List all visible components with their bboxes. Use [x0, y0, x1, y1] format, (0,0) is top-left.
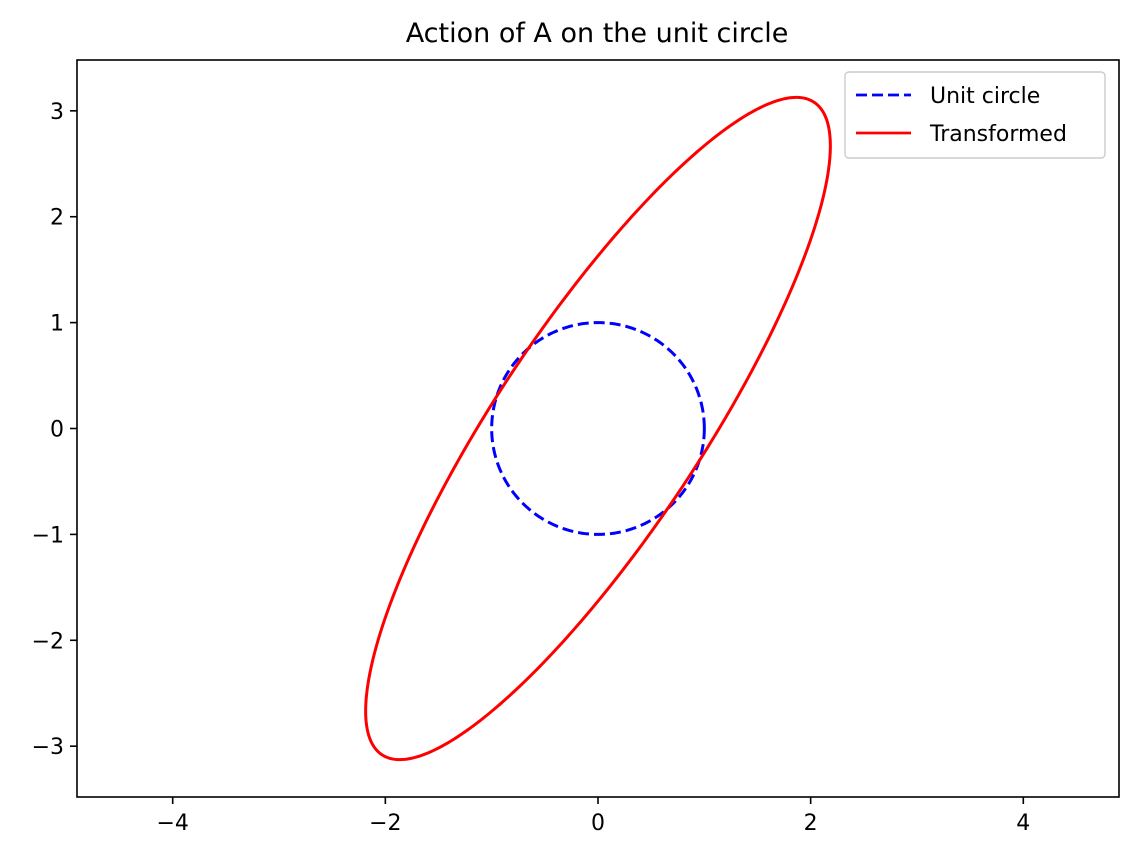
y-tick-label: 0 — [50, 418, 64, 443]
y-tick-label: −2 — [32, 629, 64, 654]
x-tick-label: 4 — [1016, 811, 1030, 836]
x-tick-label: −2 — [369, 811, 401, 836]
x-tick-label: 0 — [591, 811, 605, 836]
series-transformed — [364, 95, 832, 762]
chart-title: Action of A on the unit circle — [406, 18, 789, 49]
y-tick-label: −3 — [32, 735, 64, 760]
legend-label-unit-circle: Unit circle — [930, 84, 1040, 109]
legend-label-transformed: Transformed — [929, 122, 1067, 147]
y-tick-label: 2 — [50, 206, 64, 231]
x-tick-label: −4 — [156, 811, 188, 836]
plot-area — [364, 95, 832, 762]
x-tick-label: 2 — [804, 811, 818, 836]
legend: Unit circle Transformed — [844, 71, 1106, 159]
y-tick-label: −1 — [32, 523, 64, 548]
legend-box — [844, 71, 1106, 159]
y-tick-label: 3 — [50, 100, 64, 125]
y-tick-label: 1 — [50, 312, 64, 337]
axis-ticks: −4 −2 0 2 4 −3 −2 −1 0 1 2 3 — [32, 100, 1031, 836]
